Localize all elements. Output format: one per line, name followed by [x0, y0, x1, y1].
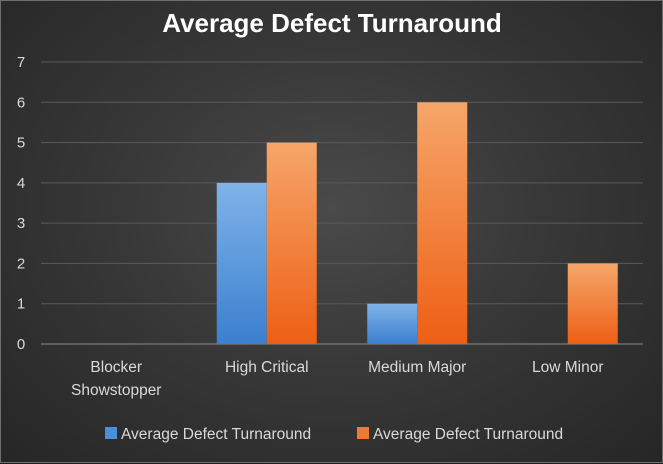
chart-title: Average Defect Turnaround — [162, 8, 502, 38]
y-axis-ticks: 0 1 2 3 4 5 6 7 — [17, 54, 25, 353]
bar-series-2-cat-2 — [266, 142, 317, 344]
legend-label: Average Defect Turnaround — [121, 426, 311, 443]
y-tick-label: 6 — [17, 94, 25, 111]
legend-swatch — [357, 427, 369, 439]
y-tick-label: 2 — [17, 255, 25, 272]
bar-series-2-cat-3 — [417, 102, 468, 345]
x-axis-categories: Blocker Showstopper High Critical Medium Ma… — [71, 359, 603, 399]
bars — [216, 102, 618, 345]
y-tick-label: 4 — [17, 175, 25, 192]
y-tick-label: 5 — [17, 135, 25, 152]
bar-series-2-cat-4 — [567, 263, 618, 344]
legend-label: Average Defect Turnaround — [373, 426, 563, 443]
x-category-label: Showstopper — [71, 382, 161, 399]
gridlines — [41, 61, 643, 345]
x-category-label: Medium Major — [368, 359, 466, 376]
legend-swatch — [105, 427, 117, 439]
legend: Average Defect Turnaround Average Defect … — [105, 426, 563, 443]
bar-series-1-cat-2 — [216, 182, 267, 344]
y-tick-label: 1 — [17, 296, 25, 313]
bar-series-1-cat-3 — [367, 303, 418, 344]
x-category-label: Low Minor — [532, 359, 604, 376]
x-category-label: Blocker — [90, 359, 142, 376]
y-tick-label: 7 — [17, 54, 25, 71]
y-tick-label: 0 — [17, 336, 25, 353]
x-category-label: High Critical — [225, 359, 309, 376]
y-tick-label: 3 — [17, 215, 25, 232]
